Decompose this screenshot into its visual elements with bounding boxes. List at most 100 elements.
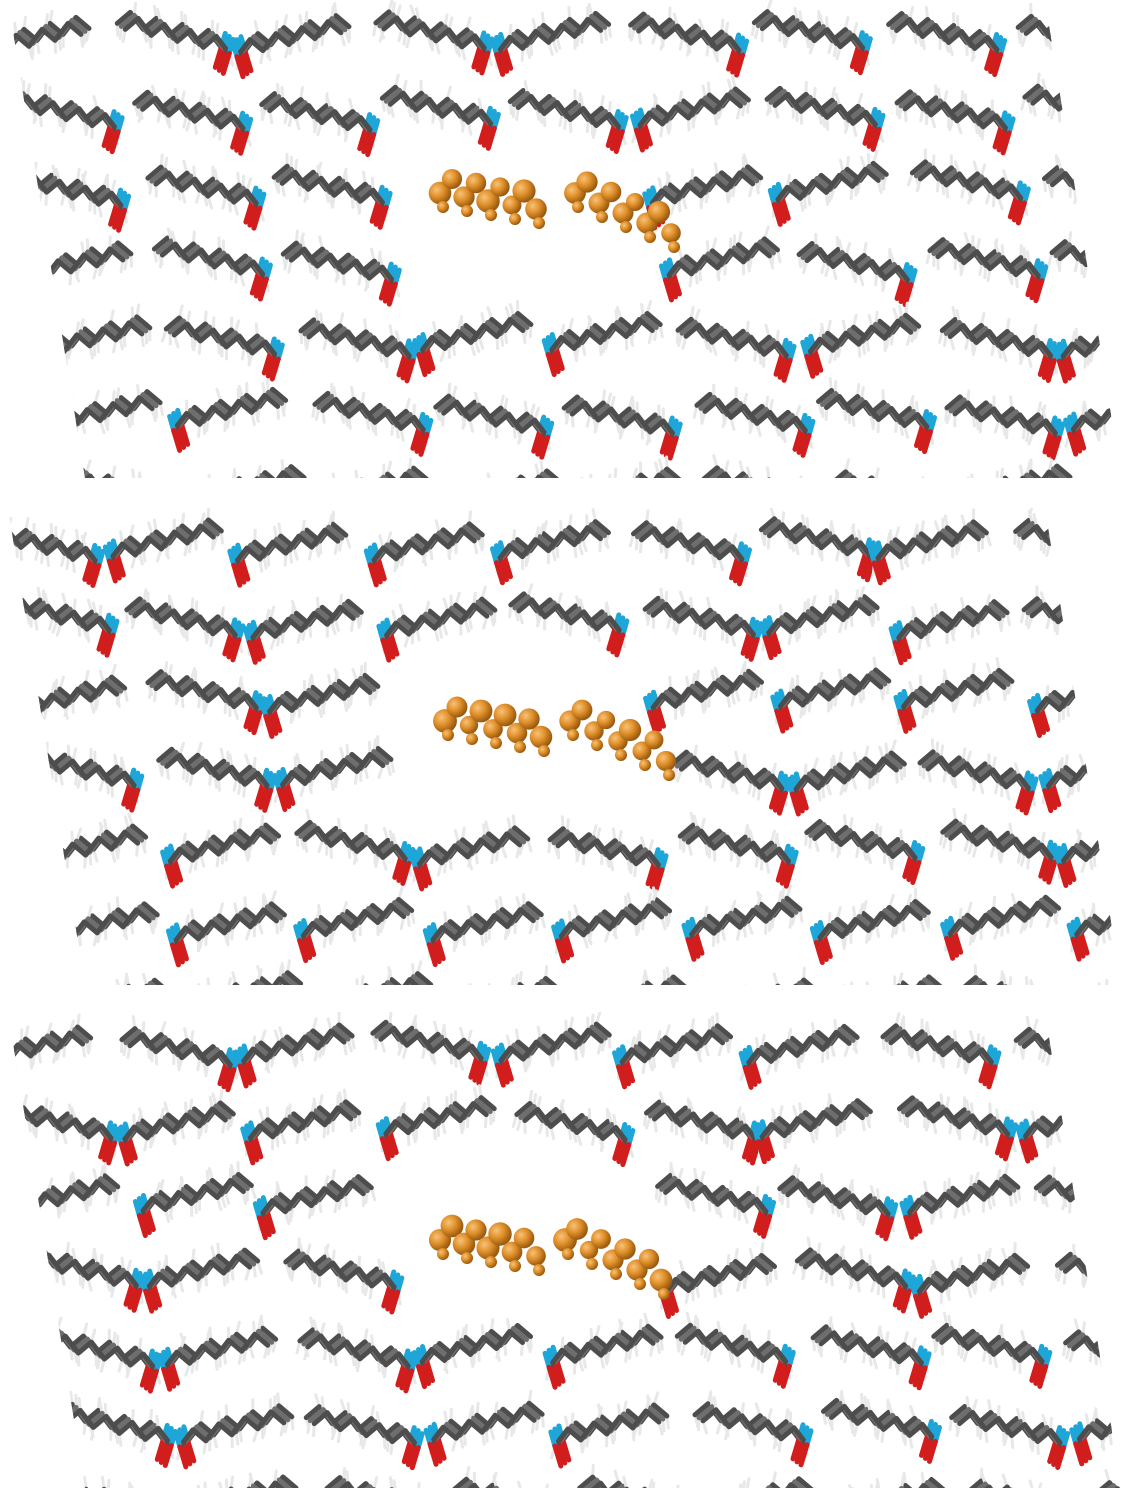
- hydrogen: [457, 483, 460, 495]
- oxygen: [43, 349, 55, 375]
- oxygen: [896, 637, 908, 663]
- oxygen: [251, 710, 263, 736]
- atom: [571, 699, 593, 721]
- hydrogen: [226, 977, 232, 985]
- oxygen: [269, 356, 281, 382]
- hydrogen: [0, 605, 1, 617]
- hydrogen: [849, 981, 854, 985]
- hydrogen: [882, 1006, 883, 1018]
- molecule: [809, 887, 931, 965]
- hydrogen: [5, 608, 6, 620]
- oxygen: [315, 509, 321, 529]
- carbon-chain: [555, 903, 665, 944]
- carbon-chain: [231, 527, 341, 568]
- oxygen: [1041, 354, 1053, 380]
- oxygen: [472, 1057, 484, 1083]
- nitrogen: [570, 1004, 574, 1018]
- molecule: [551, 886, 673, 964]
- hydrogen: [1088, 508, 1089, 520]
- hydrogen: [579, 1012, 582, 1024]
- molecule: [139, 1242, 263, 1314]
- oxygen: [493, 560, 505, 586]
- hydrogen: [267, 996, 270, 1008]
- hydrogen: [460, 988, 464, 1000]
- hydrogen: [1040, 486, 1042, 498]
- atom: [639, 759, 651, 771]
- oxygen: [421, 860, 433, 886]
- hydrogen: [857, 1009, 860, 1021]
- nitrogen: [941, 496, 945, 510]
- hydrogen: [889, 1000, 890, 1012]
- oxygen: [416, 352, 428, 378]
- oxygen: [479, 50, 491, 76]
- carbon-chain: [944, 900, 1054, 941]
- hydrogen: [1041, 1007, 1045, 1019]
- atom: [647, 200, 671, 224]
- molecule: [628, 509, 752, 587]
- atom: [572, 201, 584, 213]
- hydrogen: [218, 502, 221, 514]
- hydrogen: [15, 184, 23, 200]
- hydrogen: [293, 990, 294, 1002]
- hydrogen: [932, 484, 933, 496]
- oxygen: [100, 629, 112, 655]
- carbon-chain: [742, 1029, 852, 1070]
- molecule: [628, 6, 750, 78]
- hydrogen: [971, 995, 972, 1007]
- hydrogen: [1100, 553, 1104, 569]
- carbon-chain: [381, 15, 491, 56]
- hydrogen: [788, 997, 791, 1009]
- molecule: [412, 1318, 534, 1390]
- hydrogen: [76, 487, 78, 499]
- oxygen: [39, 352, 51, 378]
- hydrogen: [1075, 107, 1081, 123]
- oxygen: [377, 204, 389, 230]
- oxygen: [849, 44, 861, 70]
- hydrogen: [47, 940, 54, 956]
- hydrogen: [375, 1000, 377, 1012]
- molecule: [738, 1018, 860, 1090]
- oxygen: [1096, 502, 1102, 522]
- molecule: [27, 812, 149, 890]
- oxygen: [667, 435, 679, 461]
- molecule: [490, 2, 612, 77]
- carbon-chain: [702, 983, 812, 985]
- oxygen: [116, 207, 128, 233]
- oxygen: [1065, 856, 1077, 882]
- molecule: [252, 1169, 377, 1241]
- hydrogen: [465, 480, 467, 492]
- oxygen: [986, 1064, 998, 1090]
- oxygen: [502, 1056, 514, 1082]
- hydrogen: [1105, 666, 1112, 682]
- nitrogen: [937, 493, 941, 507]
- oxygen: [171, 427, 183, 453]
- hydrogen: [17, 279, 25, 295]
- hydrogen: [32, 161, 38, 177]
- hydrogen: [1102, 629, 1108, 645]
- oxygen: [24, 275, 36, 301]
- oxygen: [948, 932, 960, 958]
- hydrogen: [1085, 1198, 1090, 1214]
- oxygen: [1045, 357, 1057, 383]
- nitrogen: [1089, 996, 1093, 1010]
- carbon-chain: [545, 317, 655, 358]
- molecule: [655, 1241, 778, 1319]
- hydrogen: [20, 758, 28, 774]
- hydrogen: [838, 489, 841, 501]
- molecule: [132, 1160, 257, 1238]
- atom: [615, 749, 627, 761]
- molecule: [240, 1088, 362, 1166]
- oxygen: [609, 125, 621, 151]
- oxygen: [263, 713, 275, 739]
- molecule: [8, 9, 92, 63]
- nitrogen: [46, 922, 56, 942]
- atom: [476, 189, 500, 213]
- oxygen: [922, 429, 934, 455]
- hydrogen: [1085, 1033, 1091, 1049]
- molecule: [227, 510, 352, 588]
- nitrogen: [1067, 999, 1071, 1013]
- oxygen: [563, 932, 575, 958]
- molecule: [8, 1013, 94, 1076]
- hydrogen: [624, 495, 627, 507]
- hydrogen: [1101, 669, 1107, 685]
